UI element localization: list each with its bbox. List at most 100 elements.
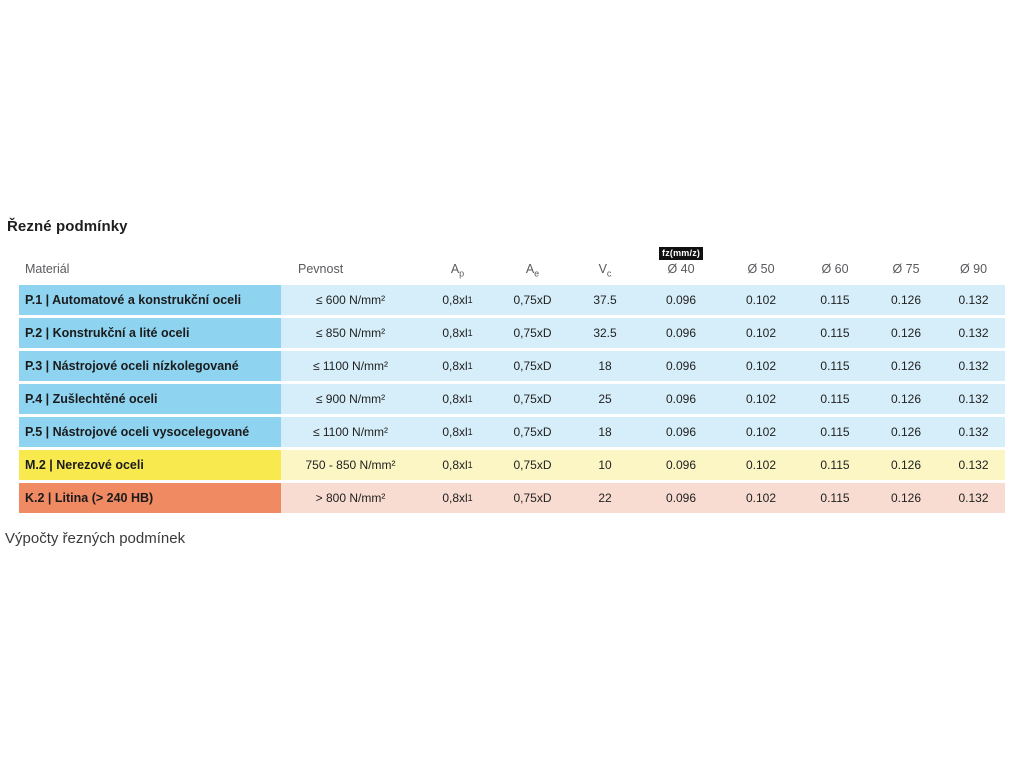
pevnost-cell: > 800 N/mm² <box>281 483 420 513</box>
fz-d50-cell: 0.102 <box>722 318 800 348</box>
material-cell: P.3 | Nástrojové oceli nízkolegované <box>19 351 281 381</box>
ae-cell: 0,75xD <box>495 384 570 414</box>
fz-d90-cell: 0.132 <box>942 450 1005 480</box>
table-row: P.4 | Zušlechtěné oceli ≤ 900 N/mm² 0,8x… <box>19 384 1005 414</box>
fz-d50-cell: 0.102 <box>722 483 800 513</box>
ap-cell: 0,8xl 1 <box>420 417 495 447</box>
fz-d90-cell: 0.132 <box>942 351 1005 381</box>
fz-d40-cell: 0.096 <box>640 285 722 315</box>
fz-d90-cell: 0.132 <box>942 384 1005 414</box>
fz-unit-badge: fz(mm/z) <box>659 247 704 260</box>
header-ae-base: A <box>525 261 535 276</box>
header-ap: Ap <box>420 261 495 278</box>
pevnost-cell: ≤ 1100 N/mm² <box>281 351 420 381</box>
fz-d75-cell: 0.126 <box>870 351 942 381</box>
fz-d40-cell: 0.096 <box>640 417 722 447</box>
fz-d50-cell: 0.102 <box>722 351 800 381</box>
fz-d40-cell: 0.096 <box>640 318 722 348</box>
ap-cell: 0,8xl 1 <box>420 483 495 513</box>
fz-d60-cell: 0.115 <box>800 318 870 348</box>
table-row: P.5 | Nástrojové oceli vysocelegované ≤ … <box>19 417 1005 447</box>
material-cell: P.2 | Konstrukční a lité oceli <box>19 318 281 348</box>
fz-d60-cell: 0.115 <box>800 417 870 447</box>
fz-d40-cell: 0.096 <box>640 351 722 381</box>
header-ap-base: A <box>450 261 460 276</box>
fz-d60-cell: 0.115 <box>800 483 870 513</box>
ap-base: 0,8xl <box>442 326 468 340</box>
fz-d90-cell: 0.132 <box>942 483 1005 513</box>
header-pevnost: Pevnost <box>298 261 344 276</box>
header-vc-base: V <box>598 261 607 276</box>
header-d90: Ø 90 <box>959 261 988 276</box>
header-ae: Ae <box>495 261 570 278</box>
ae-cell: 0,75xD <box>495 318 570 348</box>
fz-d75-cell: 0.126 <box>870 483 942 513</box>
fz-d75-cell: 0.126 <box>870 318 942 348</box>
fz-d50-cell: 0.102 <box>722 285 800 315</box>
ap-base: 0,8xl <box>442 392 468 406</box>
material-cell: P.4 | Zušlechtěné oceli <box>19 384 281 414</box>
table-row: P.1 | Automatové a konstrukční oceli ≤ 6… <box>19 285 1005 315</box>
fz-d75-cell: 0.126 <box>870 285 942 315</box>
ap-cell: 0,8xl 1 <box>420 351 495 381</box>
vc-cell: 32.5 <box>570 318 640 348</box>
fz-d50-cell: 0.102 <box>722 384 800 414</box>
ap-base: 0,8xl <box>442 425 468 439</box>
fz-d75-cell: 0.126 <box>870 417 942 447</box>
header-vc-sub: c <box>606 268 612 278</box>
fz-d90-cell: 0.132 <box>942 285 1005 315</box>
table-row: P.3 | Nástrojové oceli nízkolegované ≤ 1… <box>19 351 1005 381</box>
fz-d60-cell: 0.115 <box>800 351 870 381</box>
fz-d60-cell: 0.115 <box>800 450 870 480</box>
ae-cell: 0,75xD <box>495 285 570 315</box>
vc-cell: 18 <box>570 351 640 381</box>
vc-cell: 25 <box>570 384 640 414</box>
fz-d90-cell: 0.132 <box>942 417 1005 447</box>
fz-d50-cell: 0.102 <box>722 450 800 480</box>
vc-cell: 37.5 <box>570 285 640 315</box>
header-vc: Vc <box>570 261 640 278</box>
ap-base: 0,8xl <box>442 458 468 472</box>
ap-cell: 0,8xl 1 <box>420 285 495 315</box>
ap-base: 0,8xl <box>442 491 468 505</box>
ae-cell: 0,75xD <box>495 351 570 381</box>
pevnost-cell: ≤ 600 N/mm² <box>281 285 420 315</box>
ap-cell: 0,8xl 1 <box>420 450 495 480</box>
ae-cell: 0,75xD <box>495 417 570 447</box>
header-d60: Ø 60 <box>821 261 849 276</box>
ap-base: 0,8xl <box>442 359 468 373</box>
header-ap-sub: p <box>459 268 465 278</box>
table-body: P.1 | Automatové a konstrukční oceli ≤ 6… <box>19 285 1005 513</box>
fz-d90-cell: 0.132 <box>942 318 1005 348</box>
fz-d60-cell: 0.115 <box>800 285 870 315</box>
section-title: Řezné podmínky <box>7 218 128 235</box>
pevnost-cell: ≤ 900 N/mm² <box>281 384 420 414</box>
fz-d40-cell: 0.096 <box>640 483 722 513</box>
fz-d60-cell: 0.115 <box>800 384 870 414</box>
cutting-conditions-table: Materiál Pevnost Ap Ae Vc Ø 40 Ø 50 Ø 60… <box>19 247 1005 516</box>
material-cell: P.5 | Nástrojové oceli vysocelegované <box>19 417 281 447</box>
pevnost-cell: ≤ 1100 N/mm² <box>281 417 420 447</box>
header-d75: Ø 75 <box>892 261 920 276</box>
header-ae-sub: e <box>534 268 540 278</box>
table-row: P.2 | Konstrukční a lité oceli ≤ 850 N/m… <box>19 318 1005 348</box>
table-row: K.2 | Litina (> 240 HB) > 800 N/mm² 0,8x… <box>19 483 1005 513</box>
table-header-row: Materiál Pevnost Ap Ae Vc Ø 40 Ø 50 Ø 60… <box>19 247 1005 285</box>
ap-base: 0,8xl <box>442 293 468 307</box>
ae-cell: 0,75xD <box>495 450 570 480</box>
pevnost-cell: 750 - 850 N/mm² <box>281 450 420 480</box>
material-cell: K.2 | Litina (> 240 HB) <box>19 483 281 513</box>
subsection-title: Výpočty řezných podmínek <box>5 530 186 547</box>
fz-d75-cell: 0.126 <box>870 450 942 480</box>
fz-d40-cell: 0.096 <box>640 384 722 414</box>
header-d40: Ø 40 <box>667 261 695 276</box>
vc-cell: 10 <box>570 450 640 480</box>
header-material: Materiál <box>25 261 70 276</box>
vc-cell: 18 <box>570 417 640 447</box>
vc-cell: 22 <box>570 483 640 513</box>
material-cell: M.2 | Nerezové oceli <box>19 450 281 480</box>
ae-cell: 0,75xD <box>495 483 570 513</box>
table-row: M.2 | Nerezové oceli 750 - 850 N/mm² 0,8… <box>19 450 1005 480</box>
material-cell: P.1 | Automatové a konstrukční oceli <box>19 285 281 315</box>
